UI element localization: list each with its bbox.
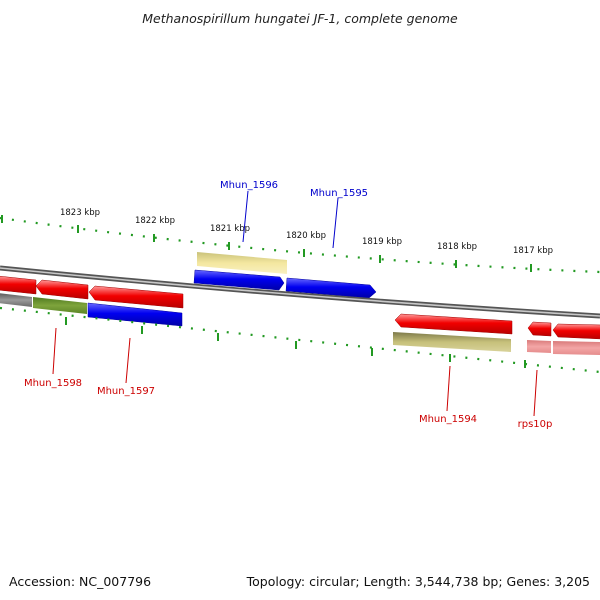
gene-rps10p-feature[interactable] xyxy=(527,340,551,353)
gene-label-Mhun_1596[interactable]: Mhun_1596 xyxy=(220,180,278,191)
scale-label-1822: 1822 kbp xyxy=(135,216,175,226)
gene-Mhun_1596-feature[interactable] xyxy=(197,252,287,274)
scale-label-1817: 1817 kbp xyxy=(513,246,553,256)
gene-right-reverse-feature[interactable] xyxy=(553,341,600,355)
gene-left-reverse-a[interactable] xyxy=(0,275,37,295)
scale-label-1819: 1819 kbp xyxy=(362,237,402,247)
gene-left-reverse-c[interactable] xyxy=(88,285,184,309)
gene-Mhun_1598-feature[interactable] xyxy=(33,297,87,314)
scale-label-1823: 1823 kbp xyxy=(60,208,100,218)
gene-Mhun_1597[interactable] xyxy=(87,302,183,327)
gene-rps10p[interactable] xyxy=(527,321,552,337)
gene-Mhun_1594[interactable] xyxy=(394,313,513,335)
leader-line-Mhun_1598 xyxy=(52,327,57,375)
leader-line-Mhun_1595 xyxy=(332,197,339,249)
genome-summary-text: Topology: circular; Length: 3,544,738 bp… xyxy=(246,574,590,589)
leader-line-rps10p xyxy=(533,369,538,417)
gene-Mhun_1598-feature-gray[interactable] xyxy=(0,293,32,307)
accession-text: Accession: NC_007796 xyxy=(9,574,151,589)
scale-label-1818: 1818 kbp xyxy=(437,242,477,252)
scale-label-1821: 1821 kbp xyxy=(210,224,250,234)
gene-label-Mhun_1594[interactable]: Mhun_1594 xyxy=(419,414,477,425)
leader-line-Mhun_1594 xyxy=(446,365,451,412)
outer-scale-dotted-line xyxy=(0,216,600,274)
gene-Mhun_1594-feature[interactable] xyxy=(393,332,511,352)
inner-scale-ticks xyxy=(0,306,600,374)
gene-label-rps10p[interactable]: rps10p xyxy=(518,419,553,430)
map-title: Methanospirillum hungatei JF-1, complete… xyxy=(142,11,458,26)
scale-label-1820: 1820 kbp xyxy=(286,231,326,241)
gene-left-reverse-b[interactable] xyxy=(35,279,89,300)
inner-scale-dotted-line xyxy=(0,306,600,374)
gene-right-reverse[interactable] xyxy=(552,323,600,340)
outer-scale-ticks xyxy=(0,215,600,274)
gene-label-Mhun_1597[interactable]: Mhun_1597 xyxy=(97,386,155,397)
leader-line-Mhun_1596 xyxy=(242,190,249,243)
gene-Mhun_1595[interactable] xyxy=(285,277,377,299)
gene-Mhun_1596[interactable] xyxy=(193,269,285,291)
genome-backbone xyxy=(0,265,600,319)
gene-label-Mhun_1598[interactable]: Mhun_1598 xyxy=(24,378,82,389)
leader-line-Mhun_1597 xyxy=(125,337,131,384)
gene-label-Mhun_1595[interactable]: Mhun_1595 xyxy=(310,188,368,199)
